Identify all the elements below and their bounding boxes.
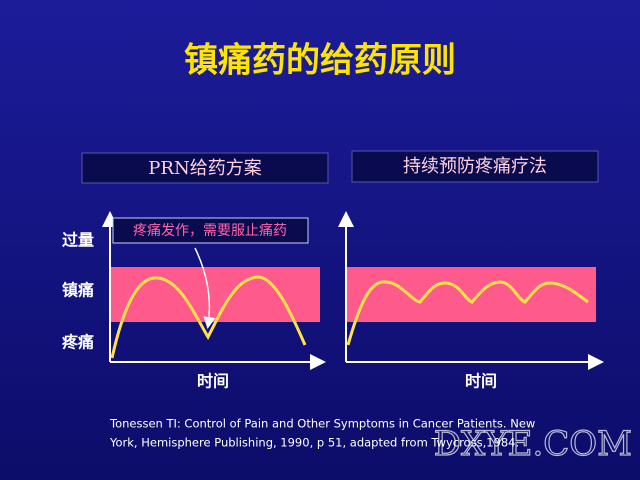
panel-header: PRN给药方案	[148, 158, 261, 179]
annotation-box	[112, 217, 309, 244]
drug-level-curve	[346, 280, 589, 346]
level-label: 过量	[62, 231, 94, 250]
analgesia-band	[346, 267, 596, 322]
slide-title: 镇痛药的给药原则	[184, 41, 456, 81]
x-axis-label: 时间	[465, 372, 497, 391]
level-label: 镇痛	[62, 281, 94, 300]
panel-header: 持续预防疼痛疗法	[403, 156, 547, 177]
citation: York, Hemisphere Publishing, 1990, p 51,…	[109, 436, 519, 450]
watermark: DXYE.COM	[434, 424, 632, 464]
panel-header-box	[351, 150, 599, 183]
drug-level-curve	[110, 275, 307, 359]
level-label: 疼痛	[62, 333, 94, 352]
citation: Tonessen TI: Control of Pain and Other S…	[109, 417, 535, 431]
x-axis-label: 时间	[197, 372, 229, 391]
annotation: 疼痛发作，需要服止痛药	[133, 222, 287, 239]
analgesia-band	[110, 267, 320, 322]
annotation-arrow	[194, 247, 216, 329]
panel-header-box	[81, 152, 329, 184]
